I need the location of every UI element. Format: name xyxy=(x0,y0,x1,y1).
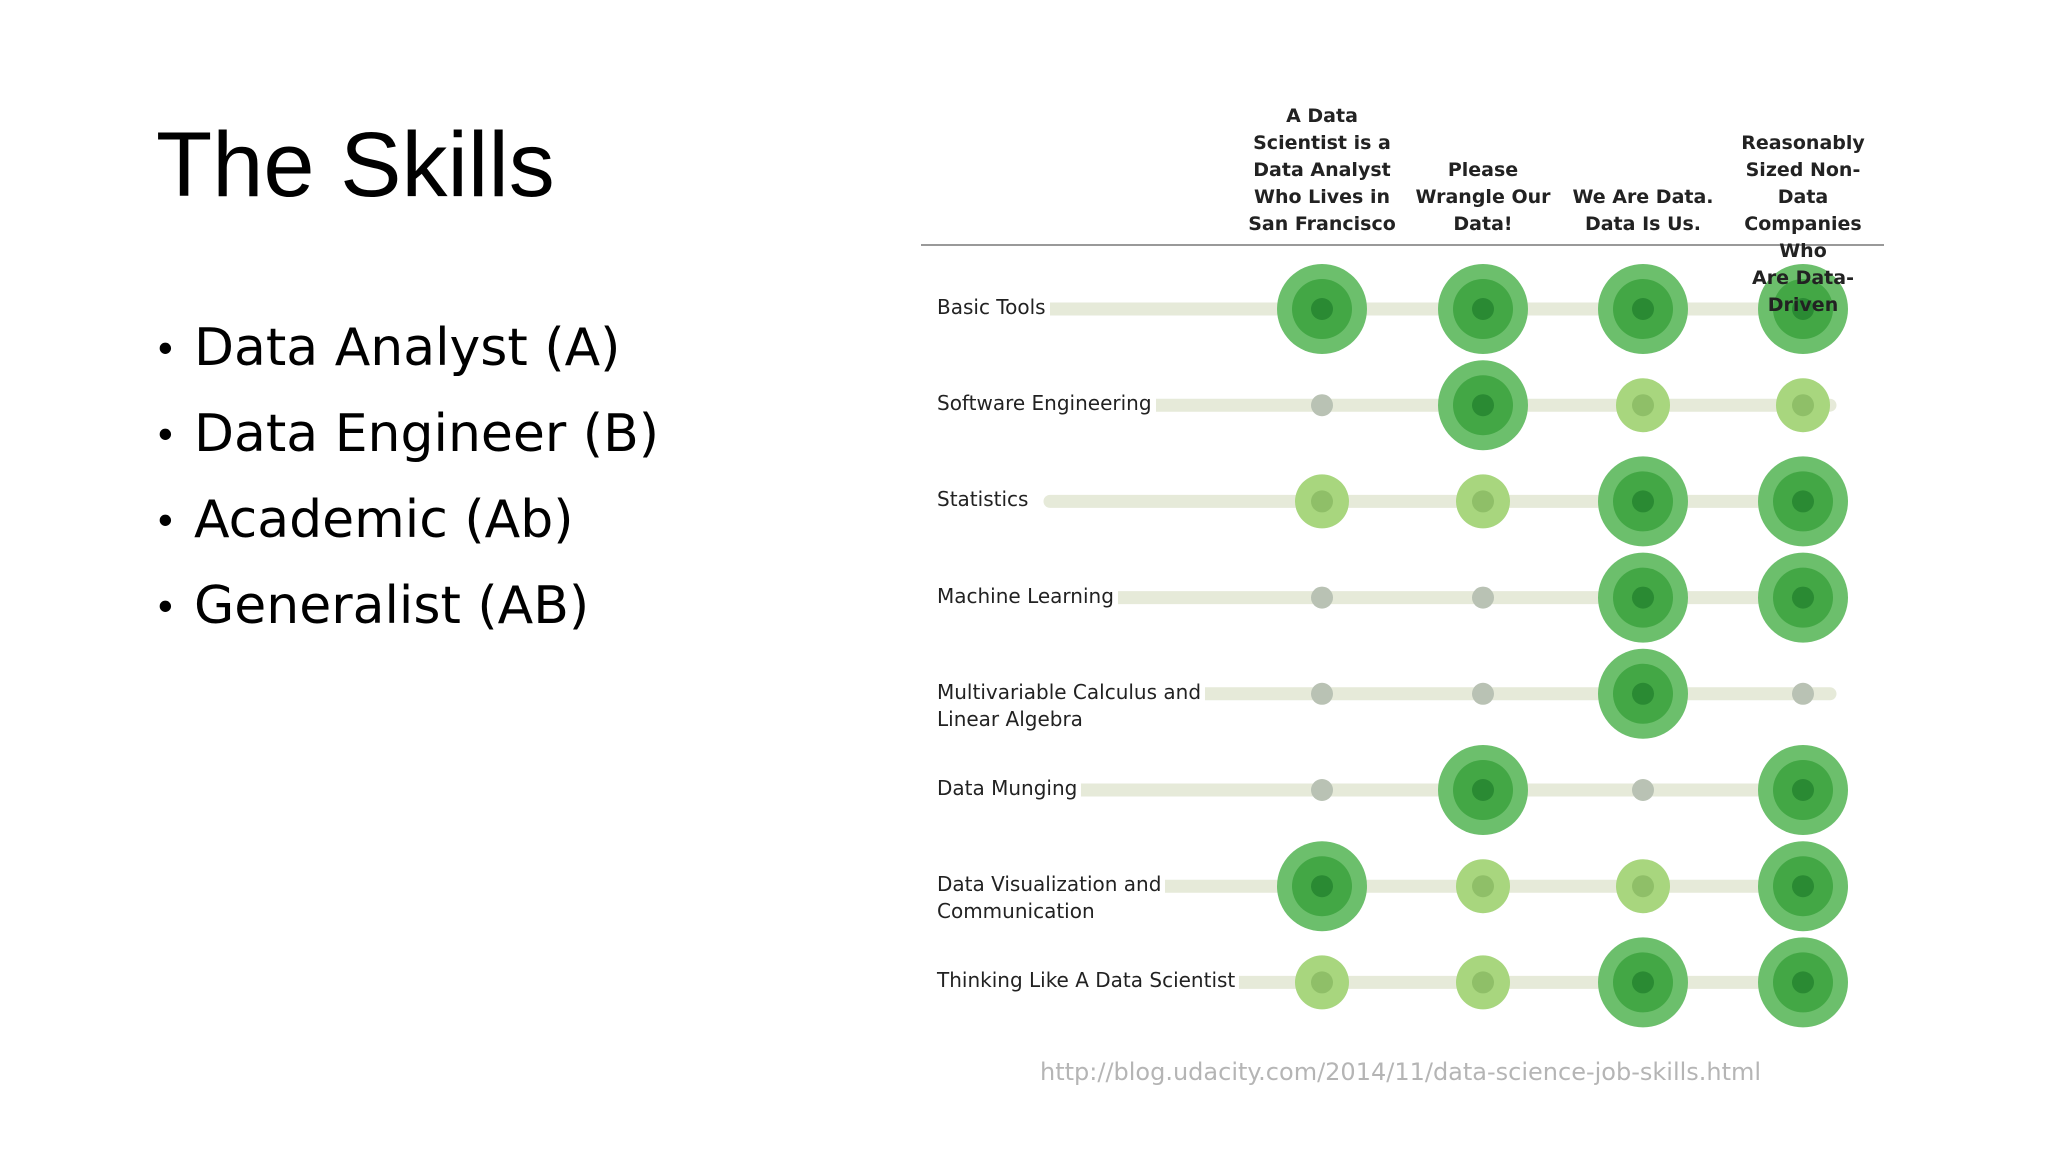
bullet-text: Generalist (AB) xyxy=(194,576,590,636)
bullet-marker: • xyxy=(158,582,173,629)
column-header: Reasonably Sized Non-Data Companies Who … xyxy=(1741,132,1865,316)
skill-dot-high-core xyxy=(1792,298,1814,320)
skill-dot-low xyxy=(1311,394,1333,417)
bullet-marker: • xyxy=(158,496,173,543)
skill-dot-low xyxy=(1311,586,1333,609)
bullet-item: • Data Analyst (A) xyxy=(158,310,659,396)
bullet-marker: • xyxy=(158,410,173,457)
row-label: Data Visualization and Communication xyxy=(937,871,1166,926)
skill-dot-high-core xyxy=(1632,298,1654,320)
bullet-text: Data Analyst (A) xyxy=(194,318,621,378)
skill-dot-high-core xyxy=(1311,875,1333,898)
skill-dot-high-core xyxy=(1311,298,1333,320)
skill-dot-medium-core xyxy=(1311,490,1333,513)
skill-dot-low xyxy=(1792,682,1814,705)
skill-dot-high-core xyxy=(1792,779,1814,801)
skill-dot-medium-core xyxy=(1472,490,1494,513)
skill-dot-high-core xyxy=(1472,779,1494,801)
skill-dot-high-core xyxy=(1792,490,1814,513)
source-url: http://blog.udacity.com/2014/11/data-sci… xyxy=(1040,1058,1762,1086)
skill-dot-high-core xyxy=(1792,586,1814,609)
row-label: Statistics xyxy=(937,486,1033,514)
row-label: Software Engineering xyxy=(937,390,1156,418)
bullet-text: Academic (Ab) xyxy=(194,490,574,550)
column-header: We Are Data. Data Is Us. xyxy=(1572,186,1714,235)
skill-dot-high-core xyxy=(1632,586,1654,609)
row-label: Machine Learning xyxy=(937,582,1118,610)
skill-dot-medium-core xyxy=(1472,971,1494,994)
skill-dot-high-core xyxy=(1472,394,1494,417)
skill-dot-medium-core xyxy=(1311,971,1333,994)
bullet-item: • Academic (Ab) xyxy=(158,482,659,568)
skill-dot-low xyxy=(1311,779,1333,801)
skill-dot-medium-core xyxy=(1792,394,1814,417)
bullet-item: • Data Engineer (B) xyxy=(158,396,659,482)
skill-dot-medium-core xyxy=(1472,875,1494,898)
skill-dot-high-core xyxy=(1792,875,1814,898)
bullet-list: • Data Analyst (A) • Data Engineer (B) • Ac… xyxy=(158,310,659,654)
skill-dot-low xyxy=(1472,586,1494,609)
skill-dot-high-core xyxy=(1632,971,1654,994)
bullet-marker: • xyxy=(158,324,173,371)
skill-dot-high-core xyxy=(1632,490,1654,513)
row-label: Data Munging xyxy=(937,775,1082,802)
skill-dot-high-core xyxy=(1792,971,1814,994)
bullet-item: • Generalist (AB) xyxy=(158,568,659,654)
row-label: Thinking Like A Data Scientist xyxy=(937,967,1240,995)
column-header: A Data Scientist is a Data Analyst Who L… xyxy=(1248,105,1396,235)
skill-dot-low xyxy=(1311,682,1333,705)
skill-dot-medium-core xyxy=(1632,875,1654,898)
skill-dot-low xyxy=(1632,779,1654,801)
skill-dot-high-core xyxy=(1472,298,1494,320)
row-label: Basic Tools xyxy=(937,294,1050,321)
row-label: Multivariable Calculus and Linear Algebr… xyxy=(937,678,1206,733)
skill-dot-medium-core xyxy=(1632,394,1654,417)
column-header: Please Wrangle Our Data! xyxy=(1415,159,1551,235)
slide-title: The Skills xyxy=(156,114,555,216)
skill-dot-high-core xyxy=(1632,682,1654,705)
skill-dot-low xyxy=(1472,682,1494,705)
bullet-text: Data Engineer (B) xyxy=(194,404,660,464)
